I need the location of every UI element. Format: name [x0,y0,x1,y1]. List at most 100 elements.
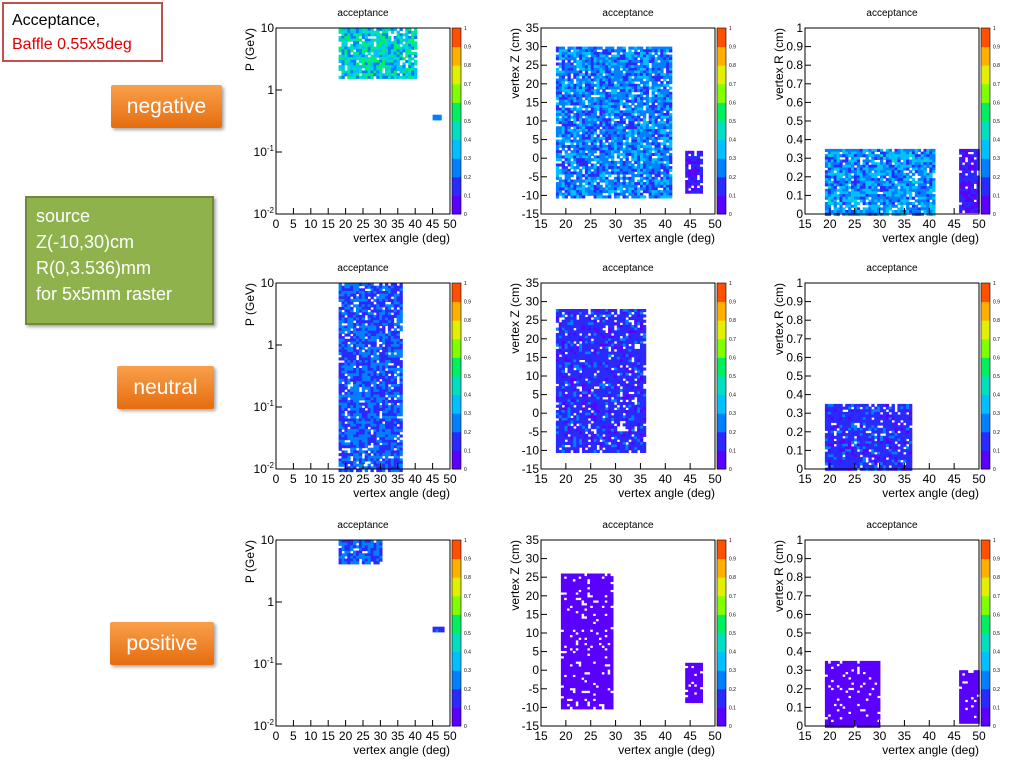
heat-cell [685,190,689,194]
heat-cell [932,154,936,158]
heat-cell [616,182,621,186]
heat-cell [839,196,843,200]
heat-cell [877,207,881,211]
colorbar-tick-label: 0.7 [464,82,471,88]
heat-cell [917,210,921,214]
heat-cell [373,365,377,369]
heat-cell [405,70,409,74]
heat-cell [871,210,875,214]
heat-cell [619,171,623,175]
heat-cell [579,139,583,143]
heat-cell [628,163,632,167]
heat-cell [967,167,972,171]
heat-cell [625,110,629,114]
heat-cell [396,36,400,40]
heat-cell [666,158,670,162]
heat-cell [382,301,386,305]
heat-cell [625,115,629,119]
heat-cell [613,136,618,140]
heat-cell [865,156,869,160]
heat-cell [959,183,963,187]
heat-cell [399,344,403,348]
heat-cell [648,155,652,159]
heat-cell [640,187,644,191]
heat-cell [691,158,695,162]
heat-cell [341,301,345,305]
heat-cell [364,301,368,305]
heat-cell [839,164,843,168]
heat-cell [973,167,977,171]
heat-cell [370,325,374,329]
heat-cell [669,182,673,186]
heat-cell [648,73,652,77]
heat-cell [605,168,609,172]
heat-cell [387,298,392,302]
heat-cell [367,431,371,435]
heat-cell [390,291,395,295]
heat-cell [364,70,368,74]
heat-cell [691,190,695,194]
heat-cell [361,439,366,443]
heat-cell [967,202,972,206]
heat-cell [651,62,655,66]
heat-cell [848,178,852,182]
heat-cell [584,118,589,122]
heat-cell [341,346,345,350]
heat-cell [376,28,380,32]
heat-cell [387,360,392,364]
heat-cell [848,199,852,203]
heat-cell [833,191,837,195]
heat-cell [897,148,901,152]
heat-cell [839,194,843,198]
heat-cell [631,150,635,154]
heat-cell [364,439,368,443]
heat-cell [367,336,371,340]
heat-cell [669,105,673,109]
heat-cell [827,191,832,195]
heat-cell [587,105,592,109]
heat-cell [608,91,612,95]
heat-cell [625,99,629,103]
heat-cell [657,89,661,93]
heat-cell [579,115,583,119]
heat-cell [376,30,380,34]
heat-cell [350,376,354,380]
heat-cell [976,199,980,203]
heat-cell [666,144,670,148]
heat-cell [347,46,351,50]
heat-cell [634,182,638,186]
heat-cell [364,59,368,63]
heat-cell [353,341,357,345]
heat-cell [558,190,563,194]
heat-cell [341,370,345,374]
colorbar-swatch [452,117,461,122]
heat-cell [344,357,348,361]
heat-cell [344,38,348,42]
heat-cell [888,172,892,176]
heat-cell [382,314,386,318]
heat-cell [608,105,612,109]
heat-cell [619,97,623,101]
heat-cell [387,415,392,419]
heat-cell [385,418,389,422]
heat-cell [387,291,392,295]
heat-cell [361,322,366,326]
heat-cell [593,142,597,146]
heat-cell [640,142,644,146]
heat-cell [651,57,655,61]
heat-cell [616,179,621,183]
heat-cell [373,285,377,289]
heat-cell [923,180,927,184]
heat-cell [871,180,875,184]
heat-cell [660,166,664,170]
heat-cell [596,54,600,58]
heat-cell [654,147,658,151]
heat-cell [382,309,386,313]
heat-cell [634,147,638,151]
heat-cell [891,202,895,206]
colorbar-swatch [981,87,990,92]
heat-cell [584,107,589,111]
heat-cell [654,59,658,63]
heat-cell [663,89,667,93]
